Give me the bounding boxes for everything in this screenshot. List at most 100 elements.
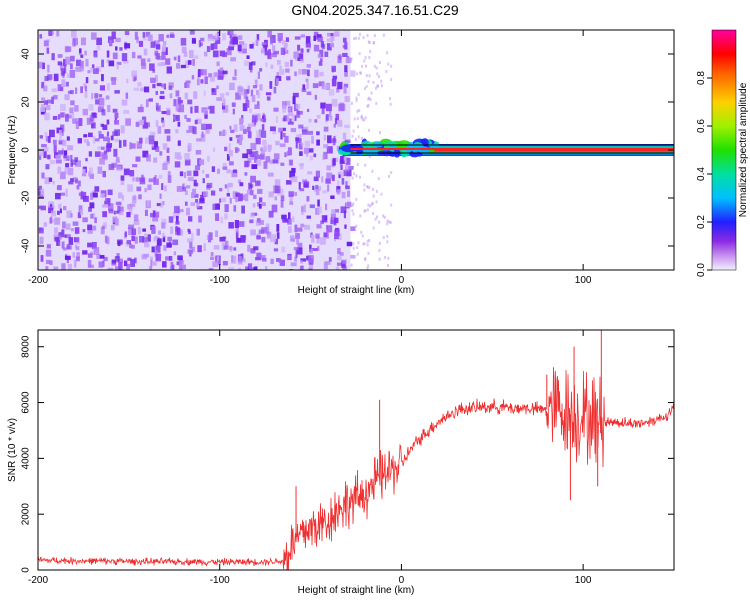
noise-cell [91, 123, 94, 129]
noise-cell [256, 154, 261, 160]
noise-cell [325, 203, 328, 211]
noise-cell [249, 189, 254, 196]
noise-cell [243, 93, 248, 99]
noise-cell [228, 150, 233, 157]
noise-cell [306, 215, 311, 219]
noise-cell [364, 87, 367, 91]
noise-cell [273, 248, 279, 252]
noise-cell [326, 38, 333, 43]
noise-cell [335, 266, 340, 270]
noise-cell [123, 139, 127, 147]
noise-cell [325, 114, 329, 121]
noise-cell [213, 72, 219, 77]
noise-cell [93, 52, 98, 58]
noise-cell [376, 72, 379, 76]
noise-cell [208, 267, 214, 270]
noise-cell [66, 210, 72, 218]
noise-cell [170, 261, 174, 270]
noise-cell [82, 250, 88, 255]
noise-cell [114, 256, 120, 262]
noise-cell [368, 56, 371, 60]
noise-cell [168, 82, 174, 88]
noise-cell [375, 66, 378, 70]
noise-cell [70, 228, 75, 232]
noise-cell [154, 141, 158, 148]
noise-cell [299, 163, 304, 167]
noise-cell [286, 114, 290, 122]
noise-cell [136, 141, 143, 148]
noise-cell [92, 136, 96, 144]
noise-cell [275, 140, 280, 146]
noise-cell [265, 223, 270, 228]
noise-cell [355, 224, 358, 228]
noise-cell [296, 247, 303, 255]
noise-cell [315, 233, 320, 239]
noise-cell [210, 43, 214, 51]
noise-cell [87, 132, 93, 138]
noise-cell [70, 100, 75, 106]
noise-cell [261, 124, 265, 131]
noise-cell [112, 108, 118, 113]
noise-cell [137, 55, 142, 59]
noise-cell [351, 176, 354, 180]
noise-cell [44, 100, 49, 105]
noise-cell [357, 241, 360, 245]
noise-cell [237, 267, 241, 270]
noise-cell [210, 190, 216, 196]
noise-cell [254, 180, 261, 187]
noise-cell [295, 138, 302, 144]
noise-cell [114, 266, 121, 270]
noise-cell [196, 202, 200, 209]
noise-cell [342, 44, 347, 49]
noise-cell [180, 37, 187, 46]
noise-cell [173, 99, 177, 107]
noise-cell [323, 83, 330, 90]
noise-cell [255, 137, 261, 145]
noise-cell [356, 163, 359, 167]
noise-cell [344, 124, 350, 128]
noise-cell [62, 71, 65, 78]
noise-cell [198, 39, 201, 48]
noise-cell [112, 52, 118, 60]
noise-cell [261, 227, 268, 233]
noise-cell [331, 65, 337, 72]
noise-cell [82, 108, 88, 116]
noise-cell [119, 47, 123, 51]
noise-cell [247, 157, 252, 163]
noise-cell [87, 259, 92, 268]
noise-cell [342, 265, 347, 270]
noise-cell [339, 170, 344, 178]
noise-cell [166, 147, 170, 153]
noise-cell [344, 71, 348, 77]
noise-cell [233, 247, 237, 251]
noise-cell [158, 34, 164, 42]
noise-cell [217, 75, 224, 80]
noise-cell [161, 110, 167, 115]
noise-cell [386, 222, 389, 226]
noise-cell [106, 119, 110, 125]
noise-cell [127, 257, 132, 261]
noise-cell [159, 151, 163, 156]
noise-cell [369, 98, 372, 102]
noise-cell [85, 158, 88, 162]
noise-cell [356, 252, 359, 256]
noise-cell [61, 129, 64, 136]
noise-cell [66, 136, 70, 141]
noise-cell [90, 251, 95, 255]
noise-cell [343, 86, 347, 94]
noise-cell [356, 246, 359, 250]
noise-cell [131, 235, 135, 242]
noise-cell [372, 194, 375, 198]
noise-cell [212, 50, 219, 58]
noise-cell [114, 138, 121, 142]
noise-cell [225, 240, 229, 247]
noise-cell [79, 66, 84, 72]
noise-cell [346, 169, 352, 177]
noise-cell [287, 147, 292, 156]
noise-cell [197, 245, 202, 253]
noise-cell [263, 145, 267, 152]
noise-cell [301, 129, 308, 135]
noise-cell [268, 191, 274, 198]
noise-cell [215, 37, 221, 44]
noise-cell [226, 153, 230, 161]
